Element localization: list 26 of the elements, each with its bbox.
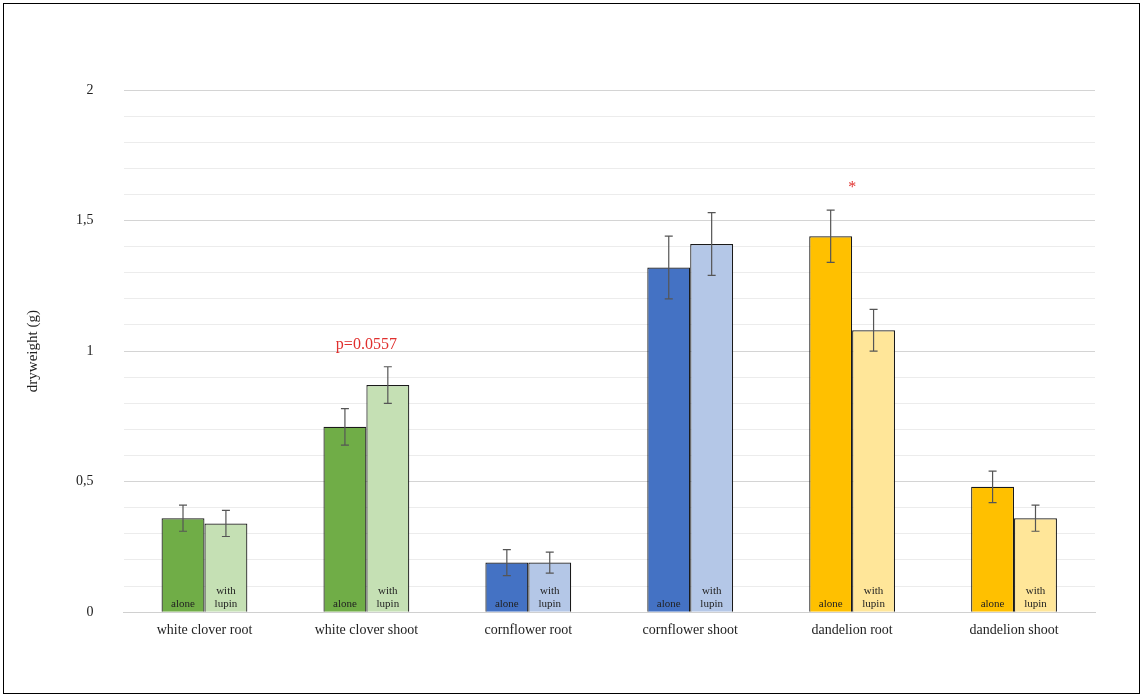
- series-label: with lupin: [214, 584, 238, 610]
- x-tick-label: white clover root: [156, 622, 253, 638]
- text: alone: [494, 597, 519, 610]
- text: alone: [656, 597, 681, 610]
- text: with lupin: [376, 584, 400, 610]
- y-tick-label: 1,5: [76, 212, 94, 228]
- y-axis-title: dryweight (g): [23, 310, 41, 393]
- text: with lupin: [538, 584, 562, 610]
- y-tick-label: 1: [86, 342, 94, 358]
- y-tick-label: 0: [86, 603, 94, 619]
- text: with lupin: [700, 584, 723, 610]
- x-tick-label: cornflower shoot: [642, 622, 738, 638]
- annotation: *: [848, 178, 857, 196]
- text: alone: [980, 597, 1005, 610]
- x-tick-label: dandelion shoot: [969, 622, 1059, 638]
- text: alone: [333, 597, 357, 610]
- x-tick-label: white clover shoot: [314, 622, 419, 638]
- x-tick-label: cornflower root: [484, 622, 573, 638]
- y-tick-label: 0,5: [76, 473, 94, 489]
- x-tick-label: dandelion root: [811, 622, 893, 638]
- series-label: alone: [171, 597, 196, 610]
- text: with lupin: [862, 584, 885, 610]
- text: alone: [818, 597, 843, 610]
- y-tick-label: 2: [86, 81, 94, 97]
- text: with lupin: [1024, 584, 1047, 610]
- annotation: p=0.0557: [335, 334, 397, 353]
